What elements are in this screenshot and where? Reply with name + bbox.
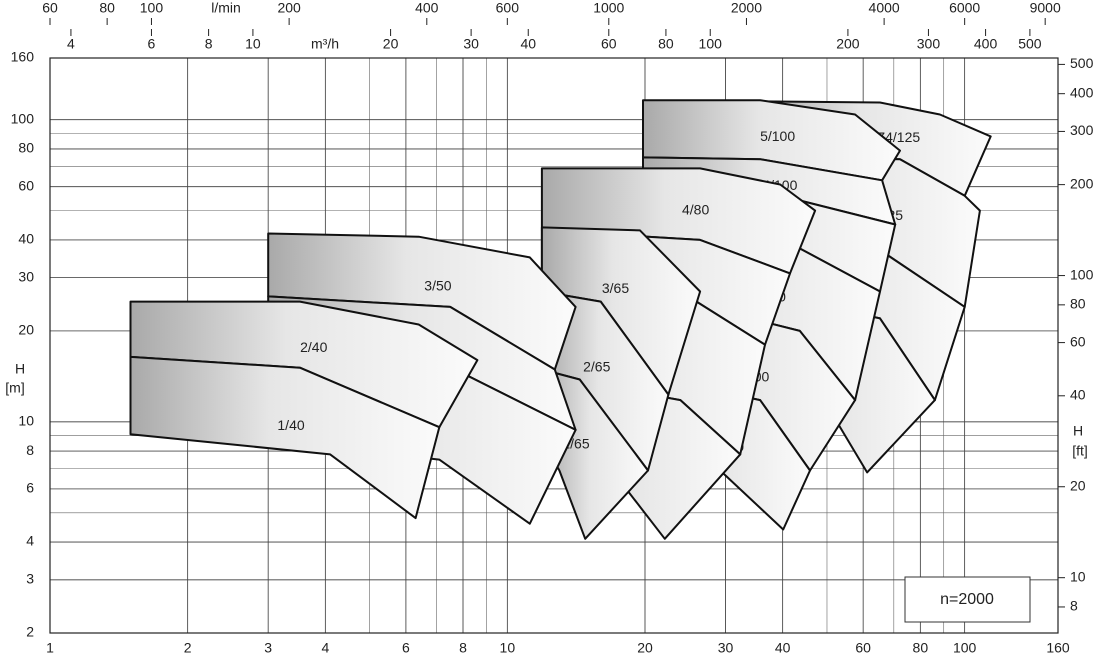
top-tick-label: 20 [383, 36, 399, 52]
x-tick-label: 160 [1046, 640, 1070, 656]
y2-tick-label: 100 [1070, 266, 1094, 282]
y2-tick-label: 8 [1070, 598, 1078, 614]
y-tick-label: 160 [11, 49, 35, 65]
y-tick-label: 100 [11, 110, 35, 126]
annotation: n=2000 [940, 591, 994, 608]
top-tick-label: 60 [42, 0, 58, 16]
y-tick-label: 6 [26, 480, 34, 496]
top-tick-label: 4 [67, 36, 75, 52]
x-tick-label: 1 [46, 640, 54, 656]
y-tick-label: 3 [26, 570, 34, 586]
top-tick-label: 200 [836, 36, 860, 52]
x-tick-label: 8 [459, 640, 467, 656]
y2-tick-label: 80 [1070, 296, 1086, 312]
annotation-box [904, 576, 1031, 623]
y2-tick-label: 20 [1070, 477, 1086, 493]
top-tick-label: 200 [277, 0, 301, 16]
y-tick-label: 20 [18, 322, 34, 338]
y-axis-label: H [15, 361, 25, 377]
y-tick-label: 80 [18, 140, 34, 156]
top-tick-label: 400 [415, 0, 439, 16]
region-label: 4/80 [682, 201, 709, 217]
y2-tick-label: 10 [1070, 568, 1086, 584]
y-axis-unit: [m] [5, 380, 24, 396]
top-tick-label: 500 [1018, 36, 1042, 52]
top-tick-label: 300 [917, 36, 941, 52]
y-tick-label: 2 [26, 624, 34, 640]
y-tick-label: 8 [26, 442, 34, 458]
x-tick-label: 4 [321, 640, 329, 656]
x-tick-label: 10 [500, 640, 516, 656]
y2-tick-label: 500 [1070, 55, 1094, 71]
top-tick-label: 1000 [593, 0, 624, 16]
region-label: 3/65 [602, 280, 629, 296]
top-tick-label: 80 [99, 0, 115, 16]
y2-axis-unit: [ft] [1072, 443, 1088, 459]
y2-tick-label: 60 [1070, 333, 1086, 349]
top-tick-label: 100 [140, 0, 164, 16]
y2-tick-label: 40 [1070, 386, 1086, 402]
top-tick-label: 9000 [1030, 0, 1061, 16]
x-tick-label: 30 [718, 640, 734, 656]
region-label: 3/50 [424, 277, 451, 293]
top-axis-unit: m³/h [311, 36, 339, 52]
y-tick-label: 10 [18, 413, 34, 429]
x-tick-label: 40 [775, 640, 791, 656]
top-tick-label: 40 [520, 36, 536, 52]
x-tick-label: 3 [264, 640, 272, 656]
top-tick-label: 6000 [949, 0, 980, 16]
x-tick-label: 6 [402, 640, 410, 656]
x-tick-label: 100 [953, 640, 977, 656]
x-tick-label: 20 [637, 640, 653, 656]
x-tick-label: 2 [184, 640, 192, 656]
y2-tick-label: 400 [1070, 84, 1094, 100]
y2-tick-label: 200 [1070, 175, 1094, 191]
top-tick-label: 600 [496, 0, 520, 16]
pump-region [129, 355, 441, 520]
x-tick-label: 60 [855, 640, 871, 656]
y2-tick-label: 300 [1070, 122, 1094, 138]
x-tick-label: 80 [913, 640, 929, 656]
y-tick-label: 60 [18, 177, 34, 193]
plot-frame [49, 57, 1059, 634]
y-tick-label: 40 [18, 231, 34, 247]
top-tick-label: 6 [148, 36, 156, 52]
top-tick-label: 2000 [731, 0, 762, 16]
y2-axis-label: H [1073, 423, 1083, 439]
top-tick-label: 60 [601, 36, 617, 52]
top-tick-label: 8 [205, 36, 213, 52]
top-tick-label: 400 [974, 36, 998, 52]
region-label: 2/65 [583, 359, 610, 375]
region-label: 2/40 [300, 339, 327, 355]
region-label: 1/40 [277, 417, 304, 433]
regions-layer: RBHZ4/1253/1252/1251/1255/100HZ4/1004/10… [129, 99, 992, 540]
top-tick-label: 4000 [869, 0, 900, 16]
top-tick-label: 80 [658, 36, 674, 52]
y-tick-label: 4 [26, 533, 34, 549]
region-label: 5/100 [760, 128, 795, 144]
top-tick-label: 30 [463, 36, 479, 52]
top-tick-label: 100 [699, 36, 723, 52]
axes-layer: 1 2 3 4 6 8 10 20 30 40 60 80 100 1602346810203040608… [11, 0, 1094, 656]
y-tick-label: 30 [18, 268, 34, 284]
top-axis-unit: l/min [211, 0, 241, 16]
top-tick-label: 10 [245, 36, 261, 52]
